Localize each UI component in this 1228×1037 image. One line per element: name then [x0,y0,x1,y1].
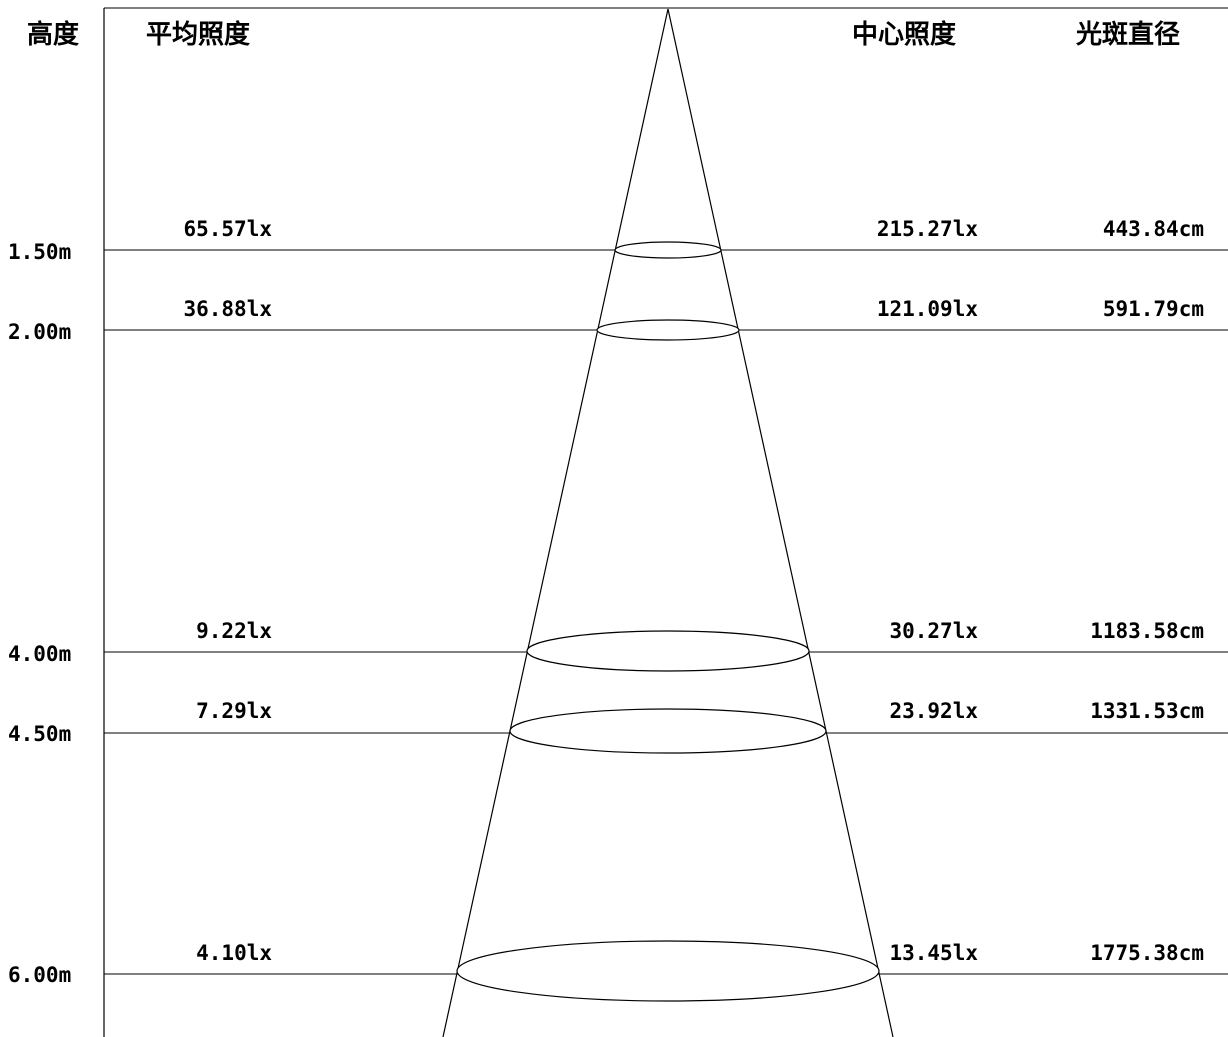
spot-diameter-value: 1331.53cm [1090,699,1204,723]
center-illuminance-value: 13.45lx [889,941,978,965]
center-illuminance-value: 23.92lx [889,699,978,723]
spot-diameter-value: 1183.58cm [1090,619,1204,643]
beam-edge-left [442,8,669,1037]
avg-illuminance-value: 36.88lx [183,297,272,321]
header-height: 高度 [27,20,80,50]
spot-diameter-value: 591.79cm [1102,297,1204,321]
height-label: 1.50m [8,240,72,264]
spot-diameter-value: 443.84cm [1102,217,1204,241]
height-label: 6.00m [8,963,72,987]
center-illuminance-value: 215.27lx [876,217,978,241]
height-label: 4.00m [8,642,72,666]
spot-ellipse-4-00m [526,630,810,672]
header-avg-illuminance: 平均照度 [146,20,251,50]
spot-ellipse-6-00m [456,940,880,1002]
spot-diameter-value: 1775.38cm [1090,941,1204,965]
avg-illuminance-value: 4.10lx [196,941,272,965]
spot-ellipse-4-50m [509,708,827,754]
center-illuminance-value: 121.09lx [876,297,978,321]
avg-illuminance-value: 7.29lx [196,699,272,723]
header-center-illuminance: 中心照度 [852,20,957,50]
spot-ellipse-1-50m [614,241,722,259]
spot-ellipse-2-00m [596,319,740,341]
height-label: 4.50m [8,722,72,746]
beam-edge-right [667,8,894,1037]
avg-illuminance-value: 9.22lx [196,619,272,643]
avg-illuminance-value: 65.57lx [183,217,272,241]
header-spot-diameter: 光斑直径 [1076,20,1181,50]
center-illuminance-value: 30.27lx [889,619,978,643]
height-label: 2.00m [8,320,72,344]
